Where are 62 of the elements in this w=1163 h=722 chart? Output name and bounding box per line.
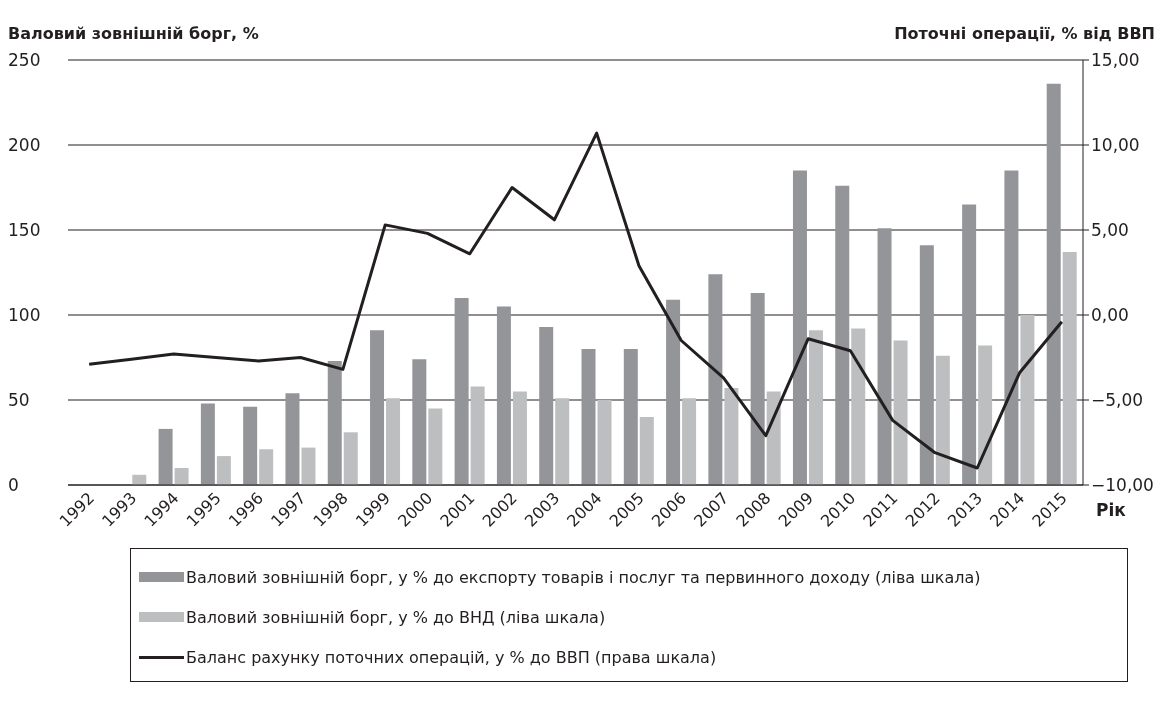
bar bbox=[708, 274, 723, 485]
bar bbox=[978, 345, 993, 485]
bar bbox=[935, 355, 950, 485]
bar bbox=[512, 391, 527, 485]
bar bbox=[835, 185, 850, 485]
bar bbox=[301, 447, 316, 485]
bar bbox=[1062, 252, 1077, 485]
y-tick-label: 50 bbox=[8, 390, 30, 411]
y-tick-label: 150 bbox=[8, 220, 41, 241]
bar bbox=[919, 245, 934, 485]
bar bbox=[1020, 315, 1035, 485]
bar bbox=[893, 340, 908, 485]
bar bbox=[454, 298, 469, 485]
bar bbox=[597, 400, 612, 485]
bar bbox=[851, 328, 866, 485]
y2-tick-label: −10,00 bbox=[1091, 475, 1154, 496]
bar bbox=[724, 388, 739, 485]
bar bbox=[750, 292, 765, 485]
x-axis-title: Рік bbox=[1096, 500, 1126, 520]
y2-axis-title: Поточні операції, % від ВВП bbox=[894, 24, 1155, 43]
bar bbox=[623, 349, 638, 485]
bar bbox=[216, 456, 231, 485]
bar bbox=[174, 468, 189, 485]
bar bbox=[386, 398, 401, 485]
bar bbox=[470, 386, 485, 485]
bar bbox=[766, 391, 781, 485]
bar bbox=[200, 403, 215, 485]
y-axis-title: Валовий зовнішній борг, % bbox=[8, 24, 259, 43]
y-tick-label: 250 bbox=[8, 50, 41, 71]
legend-label: Валовий зовнішній борг, у % до ВНД (ліва шкала) bbox=[186, 607, 606, 627]
bar bbox=[412, 359, 427, 485]
y2-tick-label: 0,00 bbox=[1091, 305, 1129, 326]
bar bbox=[370, 330, 385, 485]
y-tick-label: 100 bbox=[8, 305, 41, 326]
bar bbox=[682, 398, 697, 485]
bar bbox=[555, 398, 570, 485]
legend-label: Валовий зовнішній борг, у % до експорту товарів і послуг та первинного доходу (ліва шкала) bbox=[186, 567, 981, 587]
bar bbox=[327, 360, 342, 485]
bar bbox=[285, 393, 300, 485]
bar bbox=[158, 428, 173, 485]
bar bbox=[1004, 170, 1019, 485]
bar bbox=[243, 406, 258, 485]
bar bbox=[808, 330, 823, 485]
bar bbox=[666, 299, 681, 485]
bar bbox=[792, 170, 807, 485]
bar bbox=[343, 432, 358, 485]
y2-tick-label: 10,00 bbox=[1091, 135, 1140, 156]
bar bbox=[539, 326, 554, 485]
y2-tick-label: −5,00 bbox=[1091, 390, 1144, 411]
bar bbox=[639, 417, 654, 485]
bar bbox=[259, 449, 274, 485]
bar bbox=[962, 204, 977, 485]
bar bbox=[496, 306, 511, 485]
bar bbox=[877, 228, 892, 485]
bar bbox=[428, 408, 443, 485]
y-tick-label: 0 bbox=[8, 475, 19, 496]
y-tick-label: 200 bbox=[8, 135, 41, 156]
legend-label: Баланс рахунку поточних операцій, у % до ВВП (права шкала) bbox=[186, 647, 717, 667]
y2-tick-label: 15,00 bbox=[1091, 50, 1140, 71]
bar bbox=[581, 349, 596, 485]
bar bbox=[1046, 83, 1061, 485]
y2-tick-label: 5,00 bbox=[1091, 220, 1129, 241]
